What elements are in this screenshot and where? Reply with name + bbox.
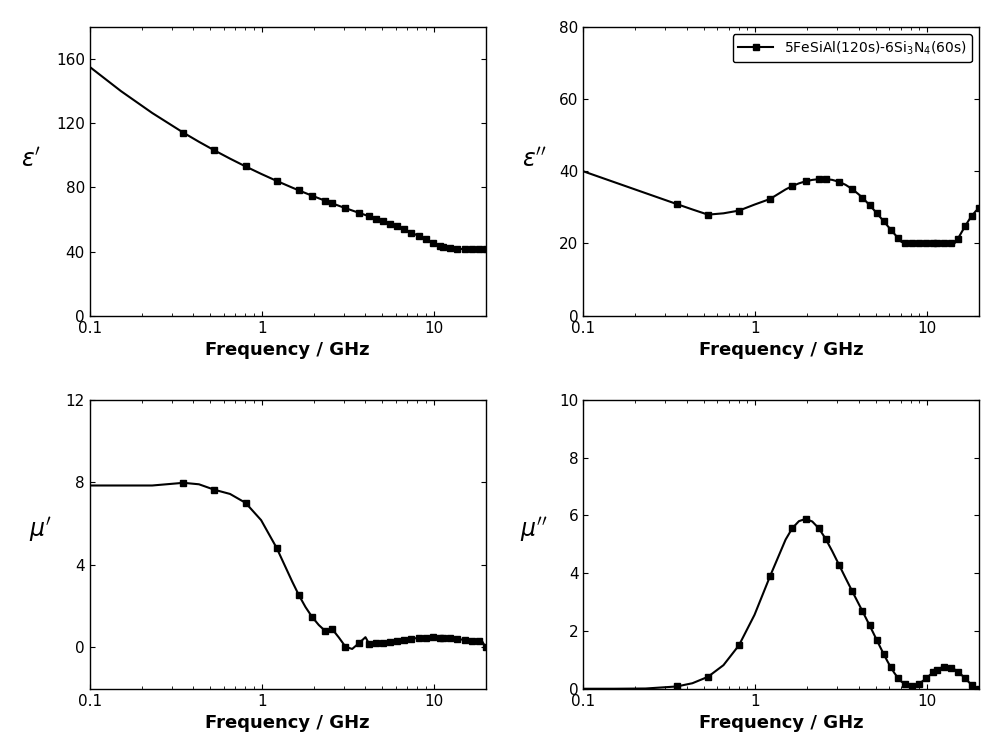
Y-axis label: $\mu'$: $\mu'$ xyxy=(29,516,52,544)
Legend: 5FeSiAl(120s)-6Si$_3$N$_4$(60s): 5FeSiAl(120s)-6Si$_3$N$_4$(60s) xyxy=(733,34,972,62)
X-axis label: Frequency / GHz: Frequency / GHz xyxy=(699,341,864,359)
X-axis label: Frequency / GHz: Frequency / GHz xyxy=(205,714,370,732)
Y-axis label: $\varepsilon'$: $\varepsilon'$ xyxy=(21,148,41,171)
X-axis label: Frequency / GHz: Frequency / GHz xyxy=(205,341,370,359)
X-axis label: Frequency / GHz: Frequency / GHz xyxy=(699,714,864,732)
Y-axis label: $\varepsilon''$: $\varepsilon''$ xyxy=(522,148,546,171)
Y-axis label: $\mu''$: $\mu''$ xyxy=(520,516,548,544)
